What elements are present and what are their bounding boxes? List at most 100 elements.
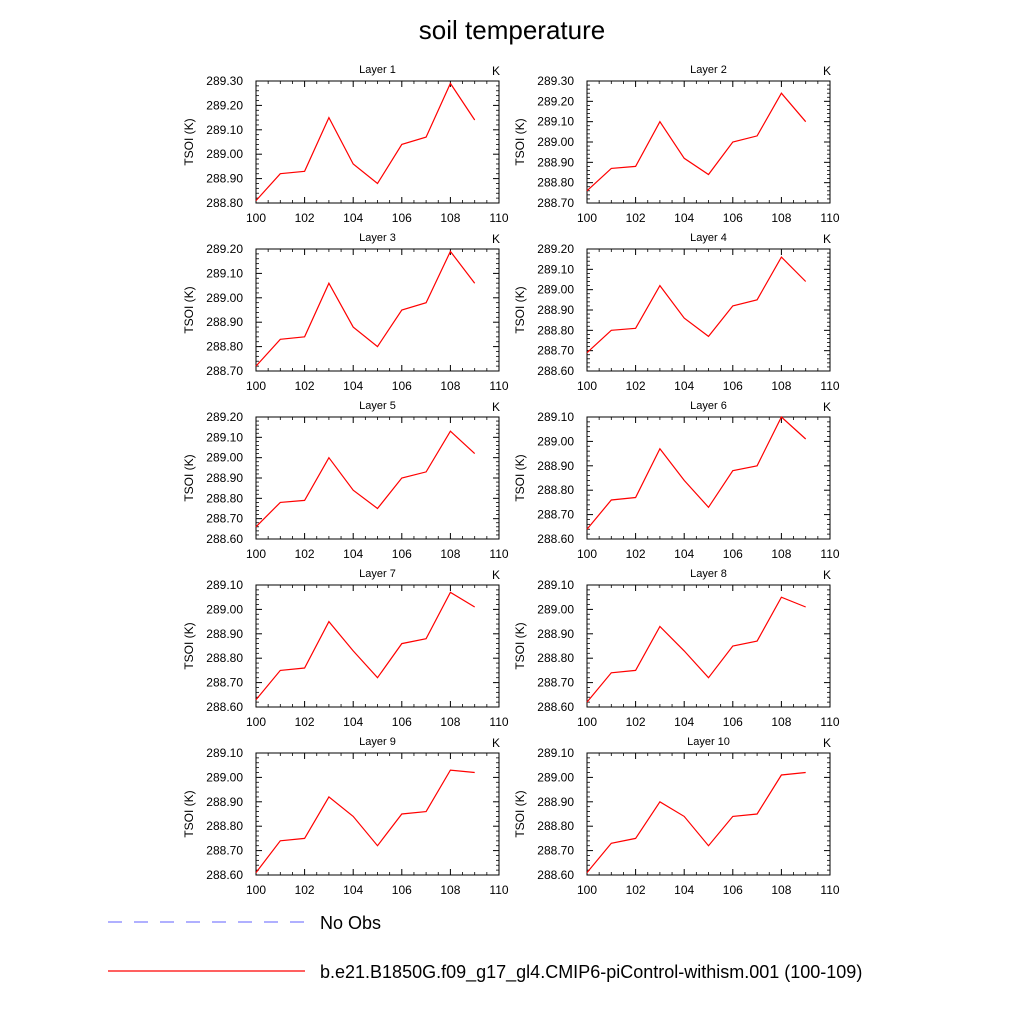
x-tick-label: 108 — [771, 715, 791, 729]
y-tick-label: 288.80 — [206, 651, 243, 665]
y-tick-label: 289.20 — [206, 410, 243, 424]
panel-layer-4: Layer 4 K 100 102 104 106 108 110 288.60 288.70 28… — [513, 232, 840, 393]
y-axis-label: TSOI (K) — [513, 790, 527, 837]
x-tick-label: 108 — [440, 547, 460, 561]
x-tick-label: 104 — [674, 211, 694, 225]
panel-title: Layer 7 — [359, 568, 396, 580]
x-tick-label: 106 — [723, 883, 743, 897]
x-tick-label: 106 — [392, 379, 412, 393]
x-tick-label: 104 — [343, 715, 363, 729]
panel-units: K — [492, 736, 500, 750]
panel-title: Layer 3 — [359, 232, 396, 244]
panel-title: Layer 2 — [690, 64, 727, 76]
panel-title: Layer 5 — [359, 400, 396, 412]
y-tick-label: 288.60 — [537, 700, 574, 714]
panel-title: Layer 1 — [359, 64, 396, 76]
plot-frame — [586, 80, 831, 204]
panel-units: K — [492, 64, 500, 78]
y-tick-label: 288.70 — [537, 676, 574, 690]
y-tick-label: 288.70 — [206, 364, 243, 378]
x-tick-label: 108 — [440, 379, 460, 393]
panel-layer-9: Layer 9 K 100 102 104 106 108 110 288.60 288.70 28… — [182, 736, 509, 897]
x-tick-label: 108 — [440, 883, 460, 897]
x-tick-label: 108 — [440, 715, 460, 729]
y-axis-label: TSOI (K) — [513, 286, 527, 333]
x-tick-label: 104 — [674, 379, 694, 393]
y-axis-label: TSOI (K) — [513, 454, 527, 501]
y-tick-label: 288.70 — [206, 844, 243, 858]
y-tick-label: 288.70 — [537, 344, 574, 358]
y-axis-label: TSOI (K) — [513, 622, 527, 669]
x-tick-label: 110 — [489, 883, 508, 897]
panel-layer-5: Layer 5 K 100 102 104 106 108 110 288.60 288.70 28… — [182, 400, 509, 561]
x-tick-label: 100 — [577, 211, 597, 225]
y-tick-label: 288.70 — [537, 508, 574, 522]
panel-grid: Layer 1 K 100 102 104 106 108 110 288.80 288.90 28… — [182, 64, 840, 897]
x-tick-label: 100 — [246, 211, 266, 225]
series-line-model — [255, 591, 476, 701]
plot-frame — [586, 248, 831, 372]
x-tick-label: 100 — [246, 547, 266, 561]
panel-layer-10: Layer 10 K 100 102 104 106 108 110 288.60 288.70 2… — [513, 736, 840, 897]
panel-layer-7: Layer 7 K 100 102 104 106 108 110 288.60 288.70 28… — [182, 568, 509, 729]
y-tick-label: 288.60 — [537, 868, 574, 882]
plot-frame — [255, 80, 500, 204]
x-tick-label: 102 — [626, 211, 646, 225]
x-tick-label: 110 — [820, 211, 839, 225]
y-tick-label: 289.10 — [206, 578, 243, 592]
panel-units: K — [492, 232, 500, 246]
x-tick-label: 108 — [771, 379, 791, 393]
y-tick-label: 289.00 — [206, 291, 243, 305]
y-tick-label: 288.60 — [206, 532, 243, 546]
x-tick-label: 108 — [771, 883, 791, 897]
y-tick-label: 288.60 — [206, 868, 243, 882]
y-tick-label: 288.80 — [206, 196, 243, 210]
x-tick-label: 100 — [577, 715, 597, 729]
x-tick-label: 102 — [626, 547, 646, 561]
x-tick-label: 110 — [820, 379, 839, 393]
y-tick-label: 288.90 — [537, 795, 574, 809]
y-tick-label: 289.00 — [537, 434, 574, 448]
panel-units: K — [492, 400, 500, 414]
plot-frame — [586, 752, 831, 876]
panel-title: Layer 6 — [690, 400, 727, 412]
y-tick-label: 289.10 — [537, 262, 574, 276]
y-tick-label: 288.90 — [206, 315, 243, 329]
y-tick-label: 288.60 — [537, 532, 574, 546]
y-tick-label: 289.10 — [206, 123, 243, 137]
panel-units: K — [823, 400, 831, 414]
y-tick-label: 289.20 — [206, 98, 243, 112]
panel-title: Layer 8 — [690, 568, 727, 580]
y-tick-label: 288.80 — [206, 491, 243, 505]
panel-title: Layer 9 — [359, 736, 396, 748]
y-tick-label: 289.00 — [206, 602, 243, 616]
x-tick-label: 106 — [723, 547, 743, 561]
y-tick-label: 288.90 — [206, 172, 243, 186]
y-tick-label: 289.00 — [206, 147, 243, 161]
x-tick-label: 110 — [489, 211, 508, 225]
x-tick-label: 100 — [577, 547, 597, 561]
y-tick-label: 288.90 — [206, 627, 243, 641]
panel-units: K — [823, 232, 831, 246]
y-tick-label: 288.60 — [206, 700, 243, 714]
y-tick-label: 289.10 — [206, 430, 243, 444]
x-tick-label: 110 — [820, 547, 839, 561]
x-tick-label: 102 — [626, 883, 646, 897]
y-tick-label: 289.10 — [537, 578, 574, 592]
x-tick-label: 106 — [392, 715, 412, 729]
panel-units: K — [823, 64, 831, 78]
plot-frame — [586, 584, 831, 708]
series-line-model — [255, 769, 475, 873]
series-line-model — [255, 430, 476, 528]
y-tick-label: 288.80 — [537, 651, 574, 665]
y-tick-label: 288.90 — [537, 627, 574, 641]
y-tick-label: 289.00 — [206, 451, 243, 465]
y-tick-label: 289.30 — [206, 74, 243, 88]
y-tick-label: 288.70 — [537, 844, 574, 858]
y-tick-label: 289.00 — [537, 135, 574, 149]
y-tick-label: 288.80 — [537, 819, 574, 833]
series-line-model — [586, 256, 807, 354]
x-tick-label: 102 — [295, 715, 315, 729]
x-tick-label: 100 — [246, 715, 266, 729]
series-line-model — [255, 250, 476, 367]
